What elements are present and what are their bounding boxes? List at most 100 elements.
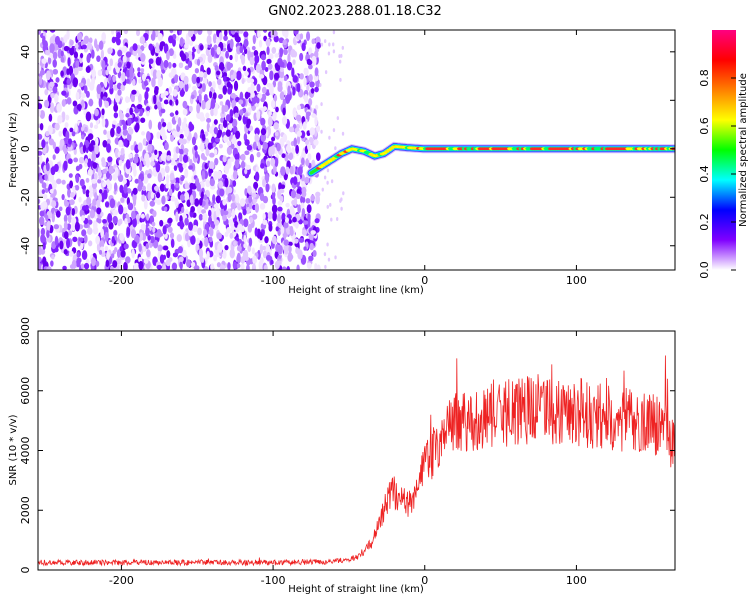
noise-speck — [53, 163, 59, 173]
noise-speck — [213, 203, 219, 209]
noise-speck — [271, 136, 276, 142]
noise-speck — [102, 168, 108, 174]
noise-speck — [148, 58, 154, 65]
noise-speck — [254, 227, 258, 237]
noise-speck — [154, 85, 159, 92]
noise-speck — [120, 197, 125, 203]
noise-speck — [39, 109, 46, 119]
noise-speck — [226, 146, 233, 155]
noise-speck — [190, 261, 196, 268]
noise-speck — [122, 178, 127, 185]
x-tick-label: -100 — [261, 574, 286, 587]
noise-speck — [52, 68, 59, 75]
noise-speck — [143, 80, 148, 87]
noise-speck — [130, 162, 137, 171]
noise-speck — [132, 217, 137, 228]
noise-speck — [222, 198, 227, 206]
noise-speck — [139, 181, 144, 188]
noise-speck — [60, 56, 65, 63]
noise-speck — [166, 155, 171, 162]
noise-speck — [132, 43, 138, 52]
noise-speck — [156, 264, 163, 270]
noise-speck — [295, 193, 301, 199]
noise-speck — [134, 178, 139, 184]
noise-speck — [288, 254, 294, 261]
noise-speck — [46, 229, 50, 239]
noise-speck — [262, 245, 266, 251]
noise-speck — [229, 109, 234, 118]
noise-speck — [231, 118, 238, 128]
noise-speck — [302, 121, 307, 130]
noise-speck — [51, 241, 57, 250]
noise-speck — [165, 182, 169, 189]
noise-speck — [83, 35, 90, 45]
noise-speck — [301, 186, 307, 195]
noise-speck — [155, 191, 161, 199]
noise-speck — [316, 264, 321, 270]
noise-speck — [272, 80, 277, 88]
noise-speck — [327, 257, 331, 262]
noise-speck — [170, 195, 176, 202]
noise-speck — [102, 181, 107, 188]
noise-speck — [245, 164, 251, 170]
noise-speck — [74, 184, 80, 191]
noise-speck — [125, 256, 131, 264]
noise-speck — [132, 197, 137, 207]
noise-speck — [303, 93, 309, 103]
noise-speck — [283, 75, 288, 82]
noise-speck — [152, 30, 156, 40]
noise-speck — [157, 232, 164, 237]
noise-speck — [240, 160, 246, 170]
noise-speck — [79, 52, 84, 59]
noise-speck — [255, 166, 260, 172]
noise-speck — [281, 266, 287, 270]
noise-speck — [306, 204, 312, 214]
noise-speck — [268, 117, 273, 127]
noise-speck — [166, 50, 170, 61]
noise-speck — [289, 165, 294, 175]
noise-speck — [110, 265, 114, 270]
noise-speck — [95, 235, 101, 245]
noise-speck — [293, 238, 299, 244]
noise-speck — [206, 34, 212, 46]
noise-speck — [232, 71, 237, 80]
noise-speck — [160, 108, 166, 114]
noise-speck — [64, 122, 69, 128]
noise-speck — [38, 103, 43, 110]
noise-speck — [307, 153, 312, 161]
noise-speck — [168, 35, 174, 44]
noise-speck — [167, 121, 172, 132]
noise-speck — [83, 223, 89, 229]
x-tick-label: 100 — [566, 274, 587, 287]
noise-speck — [179, 50, 185, 58]
noise-speck — [206, 250, 210, 260]
noise-speck — [270, 259, 274, 265]
noise-speck — [179, 133, 184, 140]
noise-speck — [281, 153, 286, 159]
noise-speck — [208, 161, 215, 170]
noise-speck — [189, 182, 195, 190]
noise-speck — [76, 251, 80, 258]
noise-speck — [151, 77, 156, 88]
noise-speck — [210, 108, 215, 117]
noise-speck — [95, 137, 99, 146]
noise-speck — [97, 166, 102, 177]
noise-speck — [272, 111, 277, 122]
noise-speck — [57, 114, 63, 124]
noise-speck — [154, 149, 158, 156]
noise-speck — [112, 215, 118, 225]
noise-speck — [188, 121, 193, 132]
noise-speck — [157, 121, 162, 131]
noise-speck — [264, 236, 269, 244]
noise-speck — [288, 126, 295, 133]
noise-speck — [259, 232, 263, 241]
noise-speck — [250, 82, 255, 93]
noise-speck — [205, 112, 210, 119]
noise-speck — [82, 144, 87, 154]
noise-speck — [132, 240, 136, 246]
noise-speck — [341, 131, 345, 136]
noise-speck — [232, 261, 238, 270]
noise-speck — [207, 30, 213, 36]
noise-speck — [121, 71, 126, 82]
noise-speck — [218, 62, 225, 72]
